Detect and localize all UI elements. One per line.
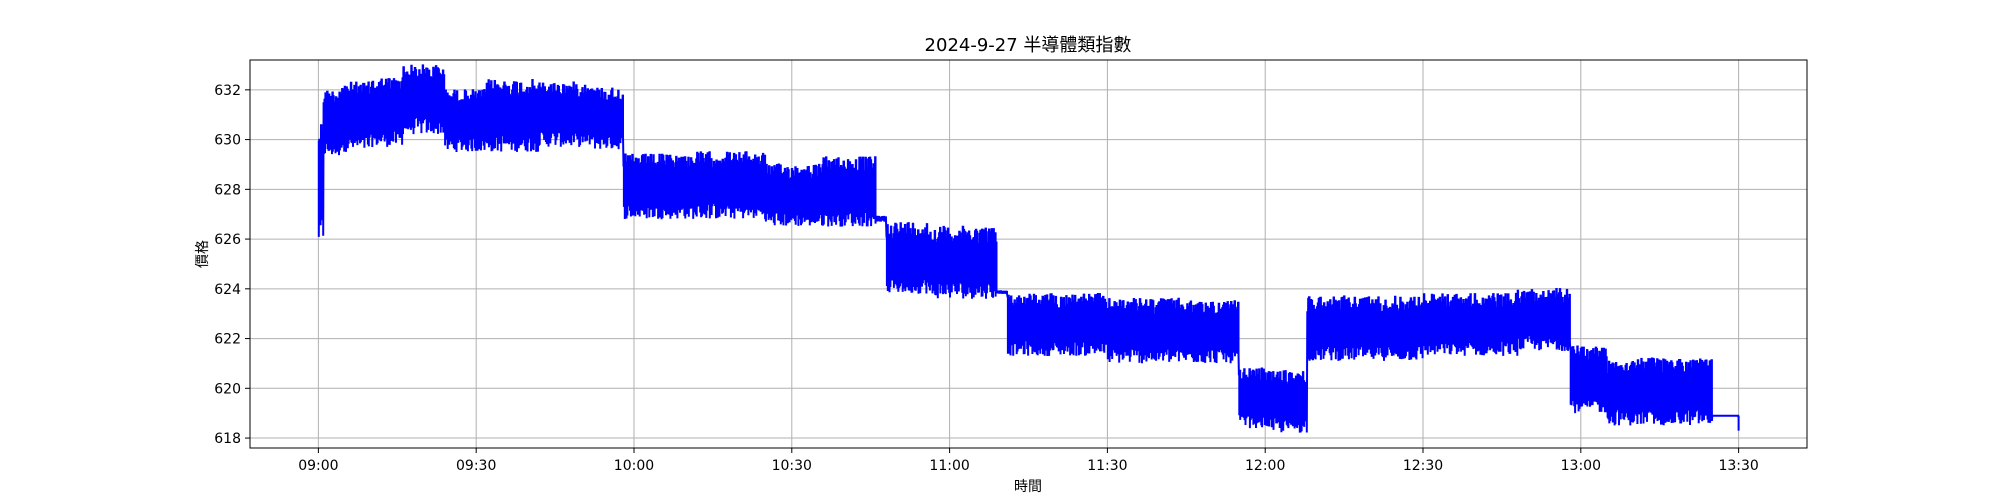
y-tick-label: 624: [214, 282, 241, 298]
price-series-line: [317, 64, 1740, 433]
y-tick-label: 630: [214, 133, 241, 149]
y-tick-label: 628: [214, 182, 241, 198]
y-tick-label: 620: [214, 381, 241, 397]
series-line-layer: [317, 64, 1740, 433]
x-tick-label: 09:00: [298, 458, 338, 474]
x-tick-label: 13:30: [1718, 458, 1758, 474]
plot-frame: [249, 59, 1808, 449]
x-tick-label: 12:00: [1245, 458, 1285, 474]
x-tick-label: 09:30: [456, 458, 496, 474]
y-tick-label: 632: [214, 83, 241, 99]
axis-ticks: 09:00 09:30 10:00 10:30 11:00 11:30 12:00 12:30…: [214, 83, 1759, 474]
y-axis-label: 價格: [194, 240, 211, 268]
y-tick-label: 618: [214, 431, 241, 447]
chart-title: 2024-9-27 半導體類指數: [925, 35, 1132, 56]
x-tick-label: 10:00: [614, 458, 654, 474]
y-tick-label: 622: [214, 332, 241, 348]
x-tick-label: 13:00: [1561, 458, 1601, 474]
y-tick-label: 626: [214, 232, 241, 248]
x-axis-label: 時間: [1014, 479, 1042, 495]
x-tick-label: 11:00: [929, 458, 969, 474]
x-tick-label: 10:30: [772, 458, 812, 474]
x-tick-label: 11:30: [1087, 458, 1127, 474]
x-tick-label: 12:30: [1403, 458, 1443, 474]
